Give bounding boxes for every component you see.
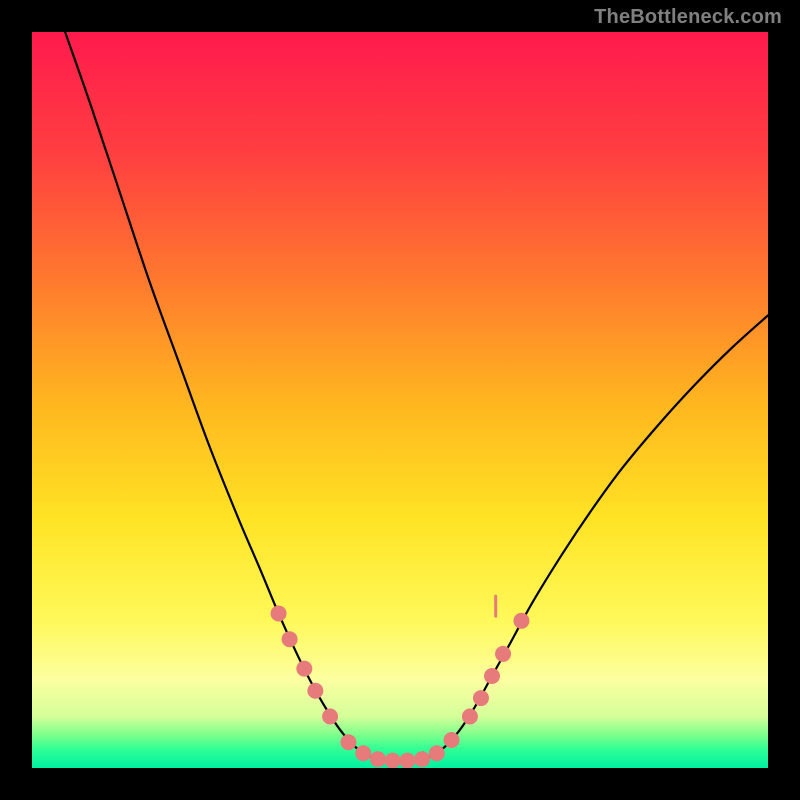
curve-marker (495, 646, 511, 662)
curve-marker (385, 753, 401, 768)
watermark-text: TheBottleneck.com (594, 6, 782, 29)
curve-marker (513, 613, 529, 629)
curve-marker (307, 683, 323, 699)
bottleneck-curve-chart (32, 32, 768, 768)
curve-marker (340, 734, 356, 750)
curve-marker (399, 753, 415, 768)
curve-marker (473, 690, 489, 706)
curve-marker (414, 751, 430, 767)
chart-frame: TheBottleneck.com (0, 0, 800, 800)
plot-area (32, 32, 768, 768)
curve-marker (444, 732, 460, 748)
curve-marker (462, 708, 478, 724)
curve-marker (429, 745, 445, 761)
curve-marker (271, 605, 287, 621)
curve-marker (296, 661, 312, 677)
curve-marker (282, 631, 298, 647)
curve-marker (370, 751, 386, 767)
curve-marker (322, 708, 338, 724)
chart-background (32, 32, 768, 768)
curve-marker (355, 745, 371, 761)
curve-marker (484, 668, 500, 684)
